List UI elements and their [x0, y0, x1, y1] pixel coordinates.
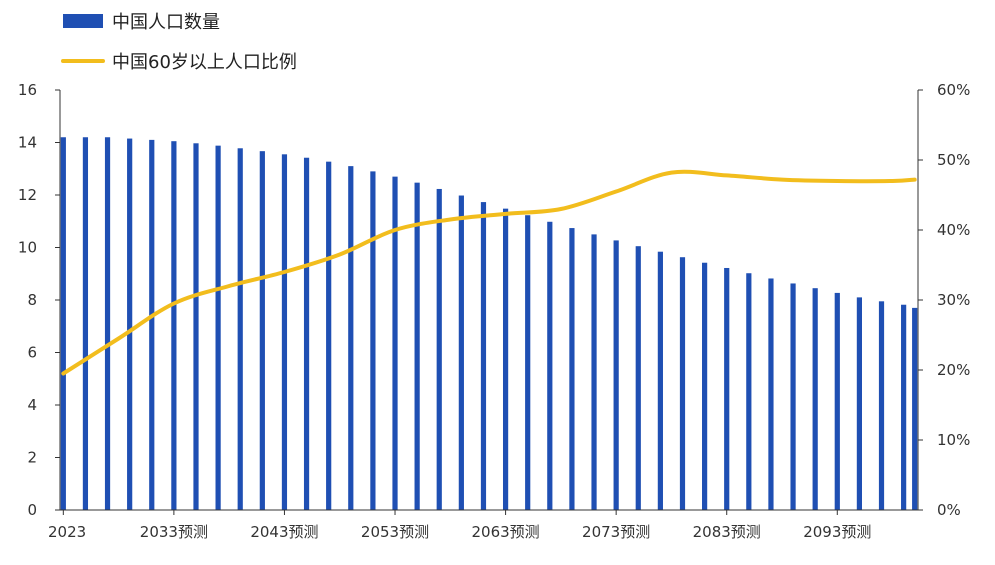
bar	[82, 137, 89, 510]
right-tick-label: 10%	[937, 431, 970, 449]
right-tick-label: 50%	[937, 151, 970, 169]
x-tick-label: 2033预测	[140, 523, 208, 541]
bar	[104, 137, 111, 510]
right-tick-label: 30%	[937, 291, 970, 309]
axes: 0 2 4 6 8 10 12 14 16 0% 10% 20% 30% 40% 50% 60% 2023 203…	[18, 81, 970, 541]
bar	[547, 221, 553, 510]
bar	[60, 137, 66, 510]
bar	[635, 246, 641, 510]
bar	[436, 188, 442, 510]
bar	[171, 141, 177, 510]
bar	[768, 278, 774, 510]
right-tick-label: 0%	[937, 501, 961, 519]
x-tick-label: 2093预测	[803, 523, 871, 541]
bar	[303, 157, 310, 511]
right-tick-label: 20%	[937, 361, 970, 379]
bar	[679, 257, 686, 510]
legend-swatch-population	[63, 14, 103, 28]
left-tick-label: 2	[27, 449, 37, 467]
bar	[790, 283, 796, 510]
x-tick-label: 2073预测	[582, 523, 650, 541]
bar	[746, 273, 752, 510]
bar	[912, 307, 918, 511]
bar	[613, 240, 619, 510]
legend-label-population: 中国人口数量	[112, 12, 220, 33]
x-tick-label: 2053预测	[361, 523, 429, 541]
bar	[856, 297, 862, 511]
bar	[657, 251, 663, 510]
bar	[834, 292, 840, 510]
bar-series	[60, 137, 918, 511]
bar	[901, 304, 907, 510]
bar	[878, 301, 885, 510]
bar	[502, 208, 509, 510]
legend: 中国人口数量 中国60岁以上人口比例	[61, 12, 297, 73]
bar	[193, 143, 199, 511]
bar	[281, 154, 288, 510]
bar	[237, 148, 243, 510]
x-tick-label: 2083预测	[693, 523, 761, 541]
bar	[370, 171, 376, 511]
bar	[812, 288, 818, 510]
left-tick-label: 6	[27, 344, 37, 362]
bar	[480, 202, 487, 510]
bar	[215, 145, 221, 510]
left-tick-label: 14	[18, 134, 37, 152]
line-series	[61, 169, 917, 376]
bar	[591, 234, 597, 511]
left-tick-label: 0	[27, 501, 37, 519]
x-tick-label: 2043预测	[250, 523, 318, 541]
bar	[259, 151, 265, 510]
bar	[392, 176, 398, 511]
bar	[569, 228, 575, 510]
right-tick-label: 40%	[937, 221, 970, 239]
bar	[458, 195, 464, 510]
bar	[326, 161, 332, 510]
x-tick-label: 2023	[48, 523, 86, 541]
left-tick-label: 12	[18, 186, 37, 204]
elderly-ratio-line	[61, 169, 917, 376]
bar	[127, 138, 133, 510]
bar	[149, 139, 155, 511]
left-tick-label: 4	[27, 396, 37, 414]
right-tick-label: 60%	[937, 81, 970, 99]
bar	[414, 182, 420, 510]
left-tick-label: 16	[18, 81, 37, 99]
left-tick-label: 8	[27, 291, 37, 309]
left-tick-label: 10	[18, 239, 37, 257]
bar	[702, 262, 708, 510]
bar	[525, 215, 531, 510]
bar	[724, 267, 730, 510]
bar	[348, 166, 354, 511]
x-tick-label: 2063预测	[471, 523, 539, 541]
legend-label-elderly-ratio: 中国60岁以上人口比例	[112, 52, 297, 73]
